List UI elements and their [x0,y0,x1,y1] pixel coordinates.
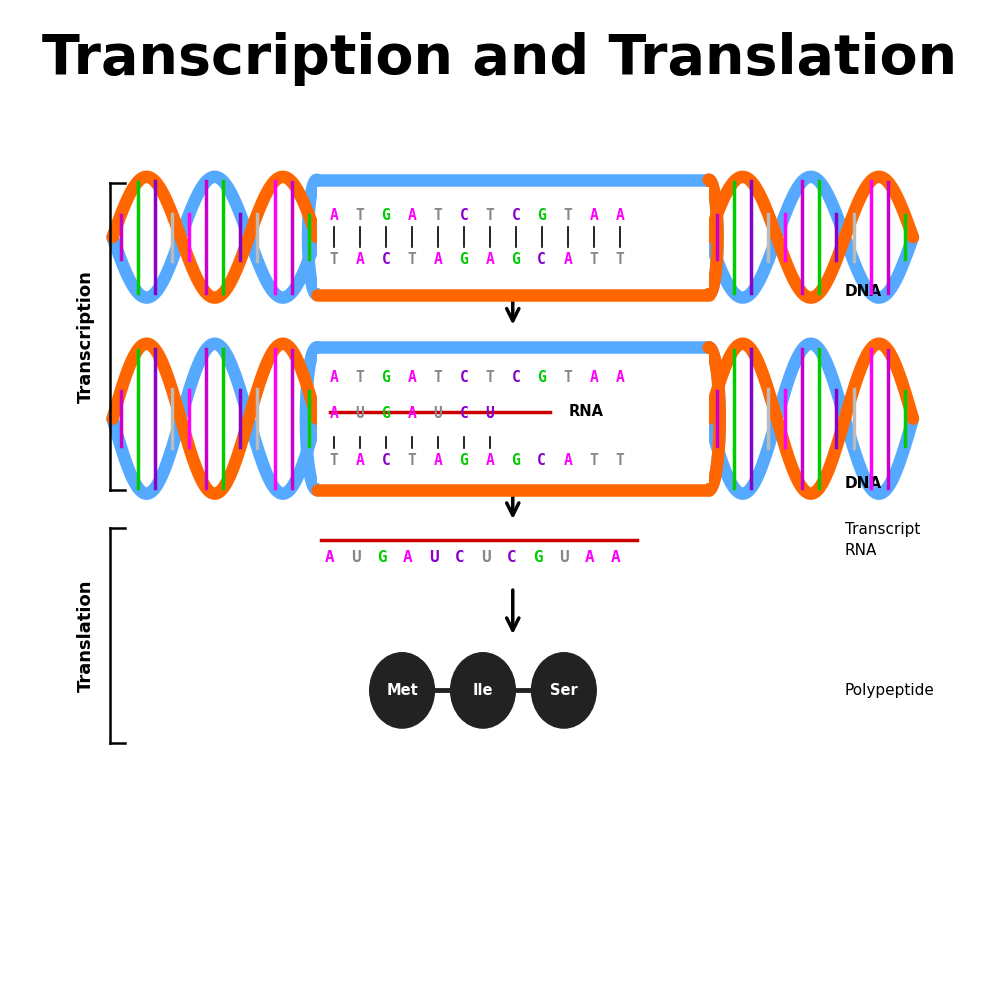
Text: G: G [511,252,520,267]
Text: A: A [325,550,335,565]
Text: G: G [537,370,546,385]
Text: U: U [559,550,568,565]
Text: Transcription: Transcription [77,270,95,403]
Text: U: U [351,550,360,565]
Text: C: C [382,252,390,267]
Text: T: T [433,370,442,385]
Text: A: A [615,370,624,385]
Text: T: T [589,252,598,267]
Text: C: C [382,453,390,468]
Text: T: T [356,208,364,223]
Text: T: T [356,370,364,385]
Text: G: G [382,370,390,385]
Text: A: A [589,208,598,223]
Text: G: G [382,406,390,421]
Text: Ile: Ile [473,683,493,698]
Text: A: A [563,252,572,267]
Text: C: C [455,550,464,565]
Text: U: U [433,406,442,421]
Text: G: G [382,208,390,223]
Text: A: A [403,550,412,565]
Text: A: A [485,252,494,267]
Text: G: G [533,550,542,565]
Text: T: T [485,370,494,385]
Text: T: T [330,252,338,267]
Text: Translation: Translation [77,579,95,692]
Text: G: G [377,550,386,565]
FancyBboxPatch shape [317,187,709,288]
Circle shape [370,653,434,728]
Text: A: A [330,406,338,421]
Text: A: A [407,208,416,223]
Text: C: C [507,550,516,565]
Text: C: C [459,208,468,223]
Text: A: A [585,550,594,565]
Text: C: C [459,370,468,385]
Text: Transcript
RNA: Transcript RNA [845,522,920,558]
Text: A: A [407,370,416,385]
Text: T: T [563,208,572,223]
Text: T: T [407,252,416,267]
Text: C: C [537,252,546,267]
Text: Ser: Ser [550,683,578,698]
FancyBboxPatch shape [317,354,709,483]
Text: U: U [481,550,490,565]
Text: DNA: DNA [845,476,882,491]
Text: T: T [330,453,338,468]
Text: T: T [407,453,416,468]
Text: C: C [511,208,520,223]
Text: U: U [429,550,438,565]
Circle shape [532,653,596,728]
Text: Polypeptide: Polypeptide [845,683,935,698]
Text: C: C [511,370,520,385]
Text: T: T [615,252,624,267]
Text: A: A [356,252,364,267]
Text: C: C [537,453,546,468]
Text: DNA: DNA [845,284,882,299]
Text: Transcription and Translation: Transcription and Translation [42,32,958,86]
Text: A: A [356,453,364,468]
Text: G: G [537,208,546,223]
Text: Met: Met [386,683,418,698]
Text: T: T [563,370,572,385]
Text: T: T [615,453,624,468]
Text: C: C [459,406,468,421]
Text: T: T [589,453,598,468]
Text: G: G [511,453,520,468]
Text: A: A [330,208,338,223]
Text: A: A [433,453,442,468]
Text: A: A [407,406,416,421]
Circle shape [451,653,515,728]
Text: A: A [433,252,442,267]
Text: A: A [563,453,572,468]
Text: U: U [485,406,494,421]
Text: A: A [589,370,598,385]
Text: T: T [433,208,442,223]
Text: G: G [459,252,468,267]
Text: A: A [611,550,620,565]
Text: T: T [485,208,494,223]
Text: U: U [356,406,364,421]
Text: A: A [615,208,624,223]
Text: RNA: RNA [569,404,604,419]
Text: G: G [459,453,468,468]
Text: A: A [330,370,338,385]
Text: A: A [485,453,494,468]
